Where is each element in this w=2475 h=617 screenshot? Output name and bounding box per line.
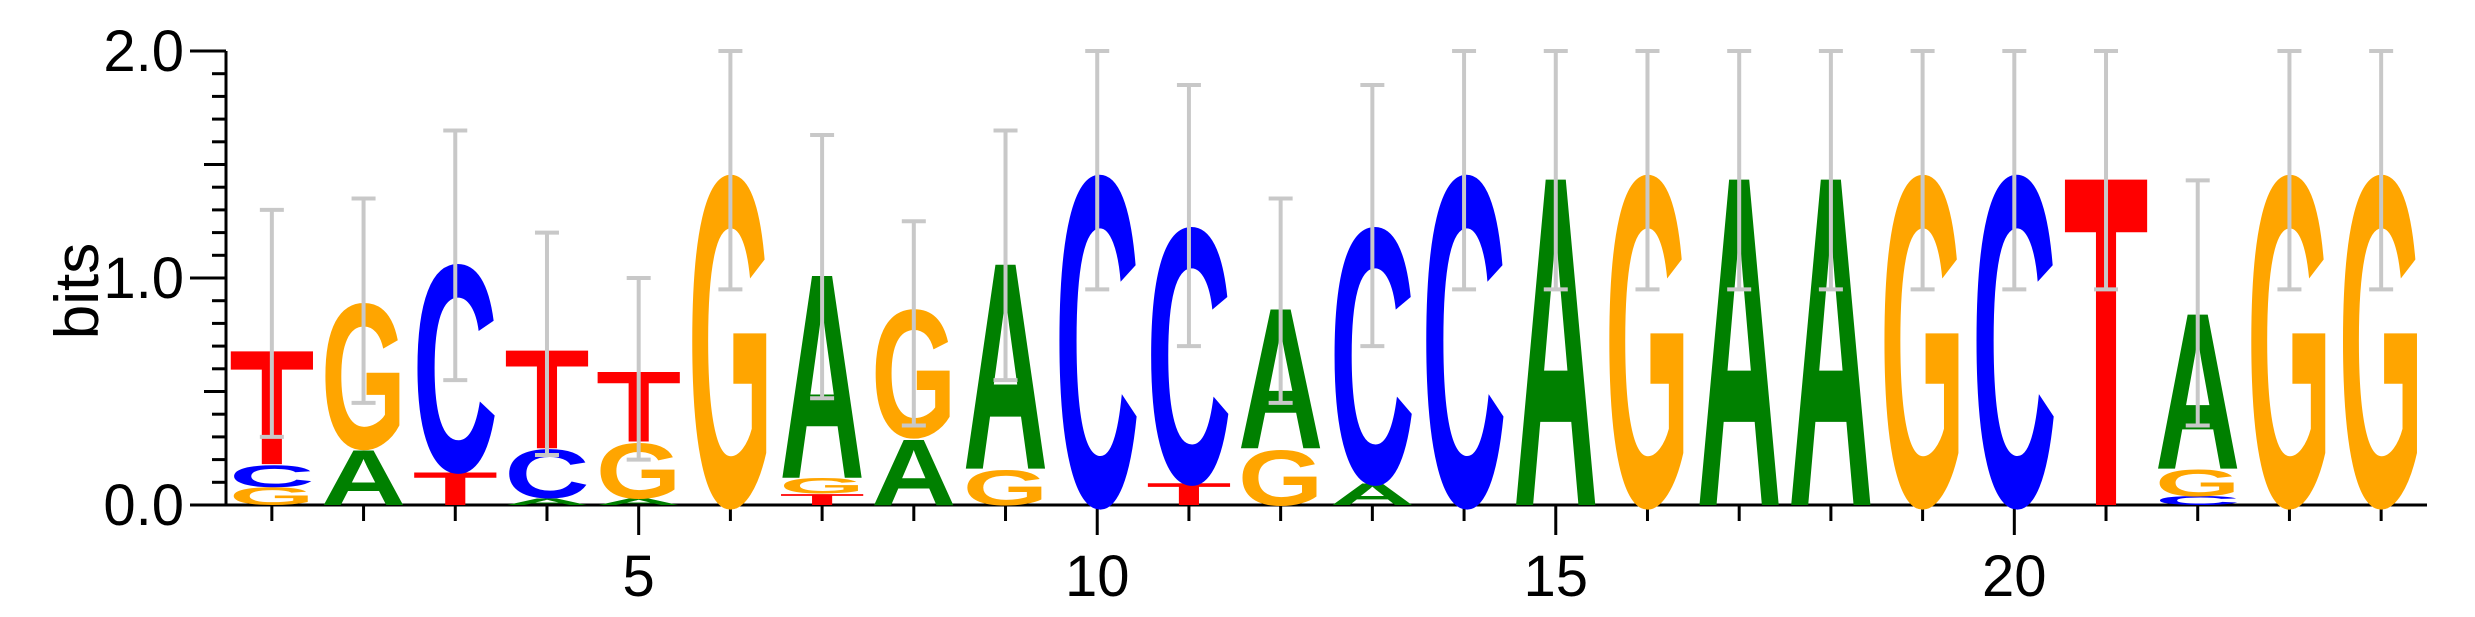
letter-G: G bbox=[229, 482, 314, 510]
x-tick-label: 10 bbox=[1065, 544, 1130, 609]
error-bar-15 bbox=[1543, 49, 1568, 292]
letter-T: T bbox=[1146, 477, 1231, 512]
letter-C: C bbox=[2155, 494, 2240, 508]
error-bar-18 bbox=[1818, 49, 1843, 292]
letter-A: A bbox=[1330, 477, 1415, 512]
x-tick-label: 15 bbox=[1524, 544, 1589, 609]
y-tick-label: 0.0 bbox=[103, 473, 184, 538]
letter-G: G bbox=[779, 474, 864, 499]
letter-C: C bbox=[229, 459, 314, 494]
error-bar-1 bbox=[259, 207, 284, 439]
letter-G: G bbox=[1238, 435, 1323, 523]
y-axis: 0.0 1.0 2.0 bbox=[103, 19, 228, 538]
x-axis: 5 10 15 20 bbox=[226, 503, 2427, 609]
error-bar-22 bbox=[2185, 178, 2210, 428]
y-tick-label: 1.0 bbox=[103, 246, 184, 311]
error-bar-10 bbox=[1085, 49, 1110, 292]
error-bar-19 bbox=[1910, 49, 1935, 292]
letter-A: A bbox=[596, 496, 681, 507]
error-bar-9 bbox=[993, 128, 1018, 383]
letter-A: A bbox=[871, 419, 956, 525]
error-bar-13 bbox=[1360, 83, 1385, 349]
letter-T: T bbox=[413, 463, 498, 516]
letter-G: G bbox=[2155, 462, 2240, 504]
error-bar-21 bbox=[2094, 49, 2119, 292]
error-bar-23 bbox=[2277, 49, 2302, 292]
error-bar-16 bbox=[1635, 49, 1660, 292]
y-tick-label: 2.0 bbox=[103, 19, 184, 84]
error-bar-5 bbox=[626, 276, 651, 462]
x-tick-label: 5 bbox=[623, 544, 655, 609]
error-bar-8 bbox=[901, 219, 926, 428]
error-bar-3 bbox=[443, 128, 468, 383]
x-tick-label: 20 bbox=[1982, 544, 2047, 609]
error-bar-4 bbox=[534, 230, 559, 458]
error-bars bbox=[259, 49, 2394, 462]
error-bar-12 bbox=[1268, 196, 1293, 405]
letter-G: G bbox=[963, 460, 1048, 516]
error-bar-24 bbox=[2369, 49, 2394, 292]
error-bar-11 bbox=[1176, 83, 1201, 349]
letter-T: T bbox=[779, 491, 864, 509]
error-bar-17 bbox=[1727, 49, 1752, 292]
y-axis-title: bits bbox=[43, 243, 112, 339]
error-bar-14 bbox=[1452, 49, 1477, 292]
error-bar-20 bbox=[2002, 49, 2027, 292]
letter-A: A bbox=[321, 434, 406, 522]
error-bar-7 bbox=[810, 132, 835, 401]
error-bar-6 bbox=[718, 49, 743, 292]
error-bar-2 bbox=[351, 196, 376, 405]
letter-A: A bbox=[504, 496, 589, 507]
